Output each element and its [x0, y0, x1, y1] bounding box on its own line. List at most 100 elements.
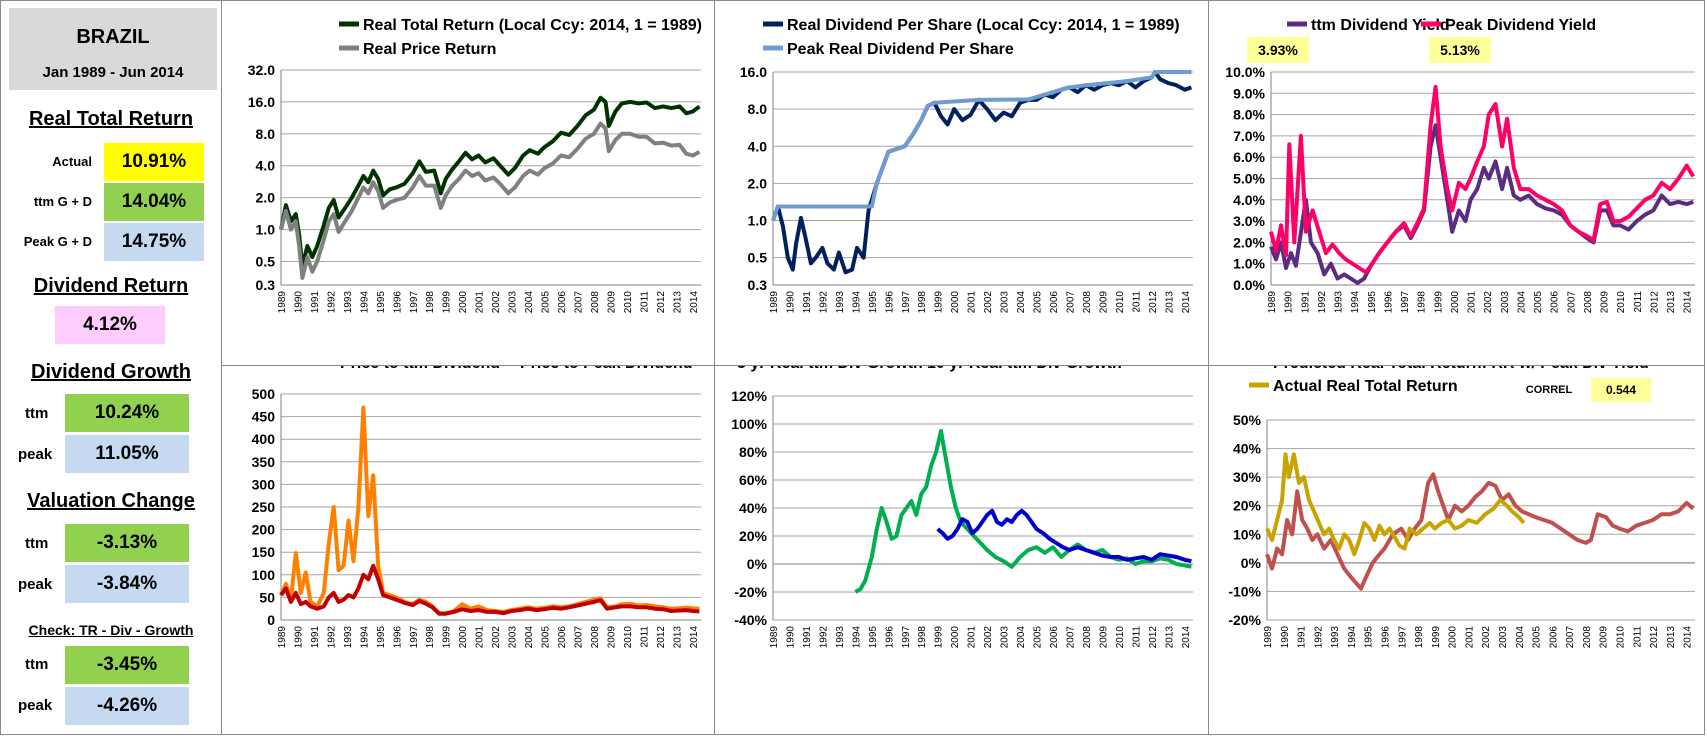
x-tick-label: 1995 [1364, 626, 1375, 649]
y-tick-label: 0.3 [256, 277, 276, 293]
x-tick-label: 1990 [1280, 626, 1291, 649]
y-tick-label: -20% [1228, 612, 1261, 628]
x-tick-label: 1996 [392, 626, 403, 649]
peak-gd-label: Peak G + D [23, 234, 92, 249]
legend-label: 5 yr Real ttm Div Growth [737, 366, 923, 372]
x-tick-label: 2010 [623, 626, 634, 649]
x-tick-label: 2008 [1583, 291, 1594, 314]
dividend-return-title: Dividend Return [33, 275, 189, 297]
y-tick-label: 350 [252, 454, 276, 470]
y-tick-label: 300 [252, 476, 276, 492]
y-tick-label: 8.0 [748, 101, 768, 117]
x-tick-label: 1999 [442, 291, 453, 314]
x-tick-label: 1998 [425, 626, 436, 649]
x-tick-label: 1998 [917, 291, 928, 314]
y-tick-label: 250 [252, 499, 276, 515]
x-tick-label: 2003 [508, 626, 519, 649]
x-tick-label: 1995 [376, 291, 387, 314]
check-peak-value: -4.26% [65, 687, 189, 725]
x-tick-label: 1994 [359, 626, 370, 649]
x-tick-label: 1991 [310, 626, 321, 649]
x-tick-label: 1990 [293, 626, 304, 649]
x-tick-label: 2002 [983, 291, 994, 314]
x-tick-label: 1993 [343, 626, 354, 649]
x-tick-label: 1998 [1417, 291, 1428, 314]
x-tick-label: 1992 [818, 291, 829, 314]
x-tick-label: 1997 [901, 626, 912, 649]
x-tick-label: 2000 [1448, 626, 1459, 649]
dividend-return-value: 4.12% [55, 306, 165, 344]
div-growth-ttm-label: ttm [25, 405, 49, 422]
val-change-peak-label: peak [18, 576, 53, 593]
x-tick-label: 1998 [425, 291, 436, 314]
x-tick-label: 2007 [1566, 291, 1577, 314]
x-tick-label: 2005 [1533, 291, 1544, 314]
x-tick-label: 1990 [293, 291, 304, 314]
x-tick-label: 1992 [1313, 626, 1324, 649]
x-tick-label: 1992 [1317, 291, 1328, 314]
series-line-2 [771, 70, 1192, 222]
chart-panel-price-to-dividend: 0 50 100 150 200 250 300 350 400 450 500 1989 1990 19… [223, 366, 714, 735]
legend-label: Predicted Real Total Return: RR w/ Peak … [1273, 366, 1649, 372]
chart-predicted-return: -20% -10% 0% 10% 20% 30% 40% 50% 1989 1990 1991 199… [1228, 366, 1695, 649]
y-tick-label: 60% [739, 472, 768, 488]
correl-label: CORREL [1526, 384, 1573, 396]
x-tick-label: 2012 [1148, 626, 1159, 649]
chart-total-return: 0.3 0.5 1.0 2.0 4.0 8.0 16.0 32.0 1989 1990 1991 19… [248, 17, 702, 314]
series-line-2 [1269, 84, 1696, 275]
y-tick-label: 4.0% [1233, 192, 1265, 208]
x-tick-label: 2003 [1000, 291, 1011, 314]
y-tick-label: 16.0 [248, 94, 275, 110]
x-tick-label: 2009 [606, 626, 617, 649]
chart-panel-total-return: 0.3 0.5 1.0 2.0 4.0 8.0 16.0 32.0 1989 1990 1991 19… [223, 0, 714, 365]
y-tick-label: 2.0 [748, 175, 768, 191]
y-tick-label: 120% [731, 388, 767, 404]
x-tick-label: 2005 [1532, 626, 1543, 649]
x-tick-label: 1989 [1267, 291, 1278, 314]
legend-label: Peak Real Dividend Per Share [787, 41, 1014, 58]
x-tick-label: 1996 [884, 626, 895, 649]
val-change-ttm-label: ttm [25, 535, 49, 552]
legend-label: Real Total Return (Local Ccy: 2014, 1 = … [363, 17, 702, 34]
x-tick-label: 1995 [1367, 291, 1378, 314]
y-tick-label: 20% [1233, 498, 1262, 514]
x-tick-label: 1990 [785, 626, 796, 649]
series-line-1 [1265, 472, 1695, 591]
legend-label: 10 yr Real ttm Div Growth [927, 366, 1122, 372]
panel-divider [222, 365, 1705, 366]
ttm-gd-label: ttm G + D [33, 194, 92, 209]
x-tick-label: 2010 [623, 291, 634, 314]
yield-badge [1429, 37, 1491, 63]
x-tick-label: 1991 [802, 626, 813, 649]
chart-div-growth: -40% -20% 0% 20% 40% 60% 80% 100% 120% 1989 1990 19… [731, 366, 1193, 649]
check-ttm-label: ttm [25, 656, 49, 673]
x-tick-label: 2004 [1515, 626, 1526, 649]
x-tick-label: 2003 [1498, 626, 1509, 649]
x-tick-label: 1990 [785, 291, 796, 314]
x-tick-label: 2005 [541, 291, 552, 314]
y-tick-label: 1.0 [748, 213, 768, 229]
x-tick-label: 2014 [689, 626, 700, 649]
y-tick-label: 7.0% [1233, 128, 1265, 144]
y-tick-label: 8.0 [256, 126, 276, 142]
y-tick-label: 8.0% [1233, 107, 1265, 123]
x-tick-label: 2000 [1450, 291, 1461, 314]
x-tick-label: 1997 [1400, 291, 1411, 314]
x-tick-label: 1990 [1284, 291, 1295, 314]
x-tick-label: 2012 [1148, 291, 1159, 314]
x-tick-label: 2004 [1516, 291, 1527, 314]
x-tick-label: 2012 [1649, 626, 1660, 649]
y-tick-label: 16.0 [740, 64, 767, 80]
yield-badge [1247, 37, 1309, 63]
x-tick-label: 2012 [656, 626, 667, 649]
y-tick-label: 3.0% [1233, 213, 1265, 229]
x-tick-label: 2011 [639, 291, 650, 313]
x-tick-label: 1994 [851, 291, 862, 314]
x-tick-label: 1994 [1347, 626, 1358, 649]
check-peak-label: peak [18, 697, 53, 714]
x-tick-label: 2004 [1016, 626, 1027, 649]
country-name: BRAZIL [76, 26, 150, 48]
x-tick-label: 1997 [409, 291, 420, 314]
series-line-1 [771, 70, 1193, 275]
series-line-2 [1265, 452, 1526, 557]
